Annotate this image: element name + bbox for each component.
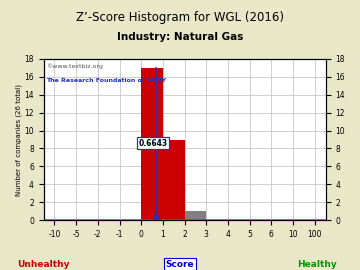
Y-axis label: Number of companies (26 total): Number of companies (26 total) xyxy=(15,83,22,195)
Text: The Research Foundation of SUNY: The Research Foundation of SUNY xyxy=(46,78,167,83)
Text: 0.6643: 0.6643 xyxy=(139,139,168,148)
Text: Unhealthy: Unhealthy xyxy=(17,260,69,269)
Text: Z’-Score Histogram for WGL (2016): Z’-Score Histogram for WGL (2016) xyxy=(76,11,284,24)
Bar xyxy=(163,140,185,220)
Text: Score: Score xyxy=(166,260,194,269)
Text: Industry: Natural Gas: Industry: Natural Gas xyxy=(117,32,243,42)
Text: ©www.textbiz.org: ©www.textbiz.org xyxy=(46,64,103,69)
Text: Healthy: Healthy xyxy=(297,260,337,269)
Bar xyxy=(185,211,206,220)
Bar xyxy=(141,68,163,220)
